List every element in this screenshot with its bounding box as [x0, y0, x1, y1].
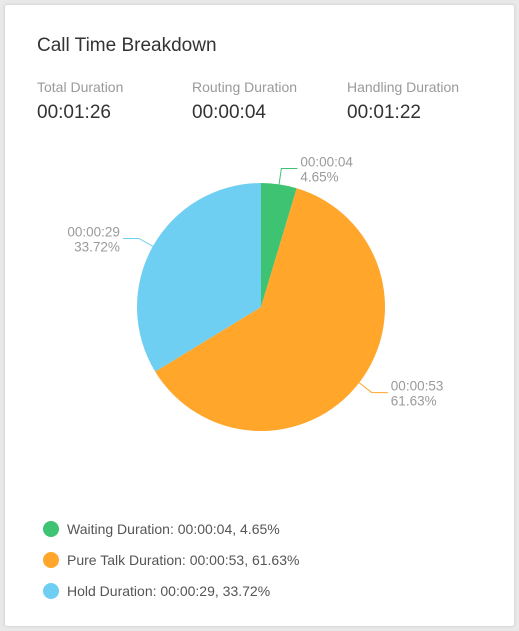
stat-label: Routing Duration [192, 79, 298, 95]
chart-legend: Waiting Duration: 00:00:04, 4.65% Pure T… [43, 513, 299, 606]
legend-item-waiting[interactable]: Waiting Duration: 00:00:04, 4.65% [43, 513, 299, 544]
pie-leader-line [278, 167, 298, 185]
call-time-card: Call Time Breakdown Total Duration 00:01… [4, 4, 515, 627]
card-title: Call Time Breakdown [37, 35, 217, 56]
stat-label: Handling Duration [347, 79, 460, 95]
pie-slice-hold[interactable] [137, 183, 261, 372]
stat-value: 00:01:22 [347, 102, 421, 123]
stat-handling-duration: Handling Duration 00:01:22 [347, 79, 459, 124]
pie-label-time: 00:00:04 [300, 154, 353, 169]
legend-label: Hold Duration: 00:00:29, 33.72% [67, 582, 271, 599]
legend-label: Pure Talk Duration: 00:00:53, 61.63% [67, 551, 300, 568]
pie-leader-line [358, 382, 388, 394]
legend-item-hold[interactable]: Hold Duration: 00:00:29, 33.72% [43, 575, 299, 606]
pie-slice-pure-talk[interactable] [155, 188, 385, 431]
pie-label-time: 00:00:53 [391, 379, 444, 394]
stat-routing-duration: Routing Duration 00:00:04 [192, 79, 297, 124]
stat-value: 00:01:26 [37, 102, 111, 123]
pie-label-percent: 61.63% [391, 394, 437, 409]
legend-marker [43, 551, 59, 568]
legend-item-pure-talk[interactable]: Pure Talk Duration: 00:00:53, 61.63% [43, 544, 299, 575]
pie-label-time: 00:00:29 [67, 224, 120, 239]
pie-label-percent: 33.72% [74, 239, 120, 254]
legend-marker [43, 582, 59, 599]
pie-leader-line [122, 237, 154, 247]
stat-label: Total Duration [37, 79, 124, 95]
stat-value: 00:00:04 [192, 102, 266, 123]
stat-total-duration: Total Duration 00:01:26 [37, 79, 123, 124]
legend-marker [43, 520, 59, 537]
pie-slice-waiting[interactable] [261, 183, 297, 307]
legend-label: Waiting Duration: 00:00:04, 4.65% [67, 520, 280, 537]
pie-label-percent: 4.65% [300, 169, 338, 184]
